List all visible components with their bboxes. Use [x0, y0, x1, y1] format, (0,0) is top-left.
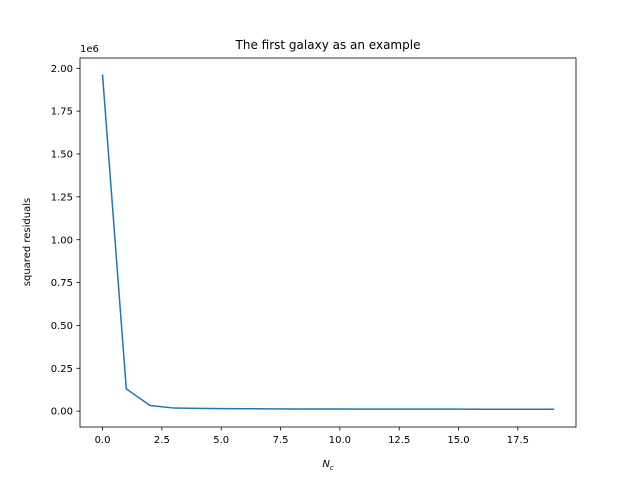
x-axis-ticks: 0.0 2.5 5.0 7.5 10.0 12.5 15.0 17.5 [95, 427, 529, 446]
x-axis-label-subscript: c [330, 464, 334, 472]
y-axis-ticks: 0.00 0.25 0.50 0.75 1.00 1.25 1.50 1.75 2.00 [51, 64, 80, 418]
x-axis-label: Nc [322, 459, 333, 472]
x-tick-label: 0.0 [95, 435, 111, 446]
x-tick-label: 7.5 [273, 435, 289, 446]
y-tick-label: 0.25 [51, 364, 73, 375]
x-tick-label: 12.5 [388, 435, 410, 446]
series-line [101, 74, 555, 410]
x-axis-label-main: N [322, 459, 330, 470]
x-tick-label: 2.5 [154, 435, 170, 446]
y-tick-label: 1.25 [51, 192, 73, 203]
x-tick-label: 17.5 [507, 435, 529, 446]
y-tick-label: 2.00 [51, 64, 73, 75]
x-tick-label: 15.0 [447, 435, 469, 446]
y-offset-label: 1e6 [80, 44, 99, 55]
chart-title: The first galaxy as an example [235, 38, 421, 52]
y-tick-label: 0.75 [51, 278, 73, 289]
x-tick-label: 10.0 [329, 435, 351, 446]
y-tick-label: 1.50 [51, 150, 73, 161]
x-tick-label: 5.0 [213, 435, 229, 446]
y-tick-label: 1.00 [51, 235, 73, 246]
y-tick-label: 0.50 [51, 321, 73, 332]
plot-area [101, 74, 555, 410]
axes-frame [79, 57, 577, 428]
y-tick-label: 1.75 [51, 107, 73, 118]
y-tick-label: 0.00 [51, 407, 73, 418]
y-axis-label: squared residuals [22, 198, 33, 286]
